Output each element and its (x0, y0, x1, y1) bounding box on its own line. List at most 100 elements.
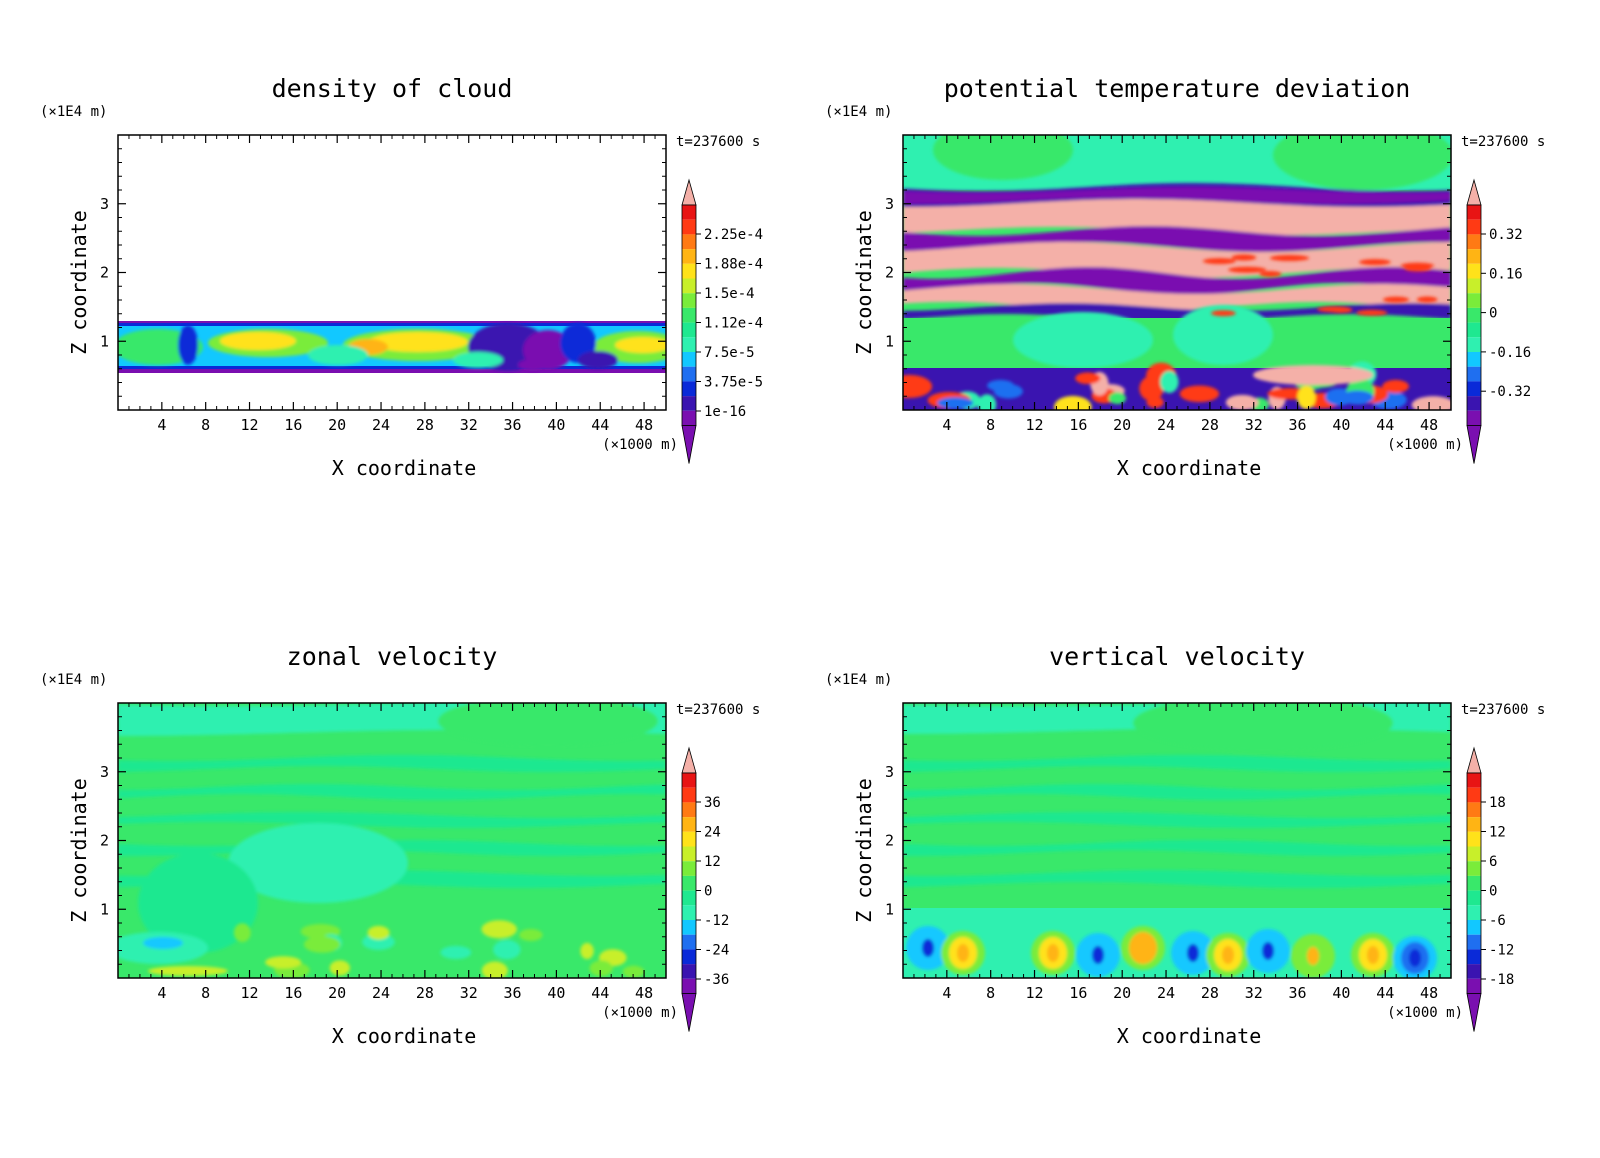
colorbar-segment (1467, 861, 1481, 876)
x-tick-label: 32 (460, 416, 478, 434)
colorbar-label: -12 (1489, 943, 1514, 959)
colorbar-segment (1467, 337, 1481, 352)
time-label: t=237600 s (1461, 702, 1545, 718)
contour-blob (1013, 312, 1153, 368)
colorbar-label: 12 (1489, 825, 1506, 841)
contour-blob (977, 394, 997, 410)
x-tick-label: 20 (328, 984, 346, 1002)
chart-title: vertical velocity (1049, 642, 1305, 671)
colorbar-segment (1467, 817, 1481, 832)
colorbar-label: -0.32 (1489, 384, 1531, 400)
x-tick-label: 28 (1201, 416, 1219, 434)
x-tick-label: 28 (1201, 984, 1219, 1002)
contour-blob (1231, 254, 1257, 261)
colorbar-segment (682, 381, 696, 397)
contour-blob (178, 325, 198, 365)
contour-blob (1367, 946, 1379, 964)
colorbar-segment (682, 890, 696, 906)
colorbar-segment (682, 293, 696, 308)
contour-blob (1228, 266, 1267, 273)
contour-blob (1409, 949, 1421, 967)
contour-blob (329, 960, 351, 976)
chart-title: density of cloud (272, 74, 513, 103)
contour-blob (308, 345, 368, 365)
contour-group (118, 703, 666, 964)
contour-blob (1269, 255, 1310, 262)
contour-blob (1146, 396, 1164, 408)
y-axis-title: Z coordinate (852, 778, 876, 923)
colorbar-segment (682, 787, 696, 803)
contour-blob (580, 942, 594, 960)
chart-panel-u: zonal velocity(×1E4 m)t=237600 s4 8 12 16 20… (40, 642, 760, 1048)
colorbar-segment (682, 846, 696, 862)
x-tick-label: 24 (372, 984, 390, 1002)
contour-field (903, 135, 1451, 410)
contour-blob (589, 960, 613, 977)
colorbar-segment (682, 366, 696, 382)
y-tick-label: 2 (100, 264, 109, 282)
colorbar-segment (682, 307, 696, 323)
x-tick-label: 4 (157, 416, 166, 434)
contour-blob (1053, 395, 1092, 410)
y-tick-label: 2 (100, 832, 109, 850)
colorbar-segment (1467, 890, 1481, 906)
colorbar-segment (1467, 366, 1481, 382)
y-unit-label: (×1E4 m) (825, 104, 892, 120)
chart-panel-theta: potential temperature deviation (×1E4 m) t… (825, 74, 1545, 480)
y-tick-label: 1 (100, 332, 109, 350)
contour-blob (1404, 265, 1431, 272)
contour-blob (265, 956, 302, 969)
y-axis-title: Z coordinate (67, 210, 91, 355)
contour-blob (143, 937, 183, 949)
colorbar-segment (682, 234, 696, 250)
contour-band (118, 784, 666, 800)
time-label: t=237600 s (1461, 134, 1545, 150)
colorbar-segment (1467, 773, 1481, 788)
chart-panel-w: vertical velocity(×1E4 m)t=237600 s4 8 12 1… (825, 642, 1545, 1048)
x-tick-label: 16 (284, 984, 302, 1002)
chart-title: potential temperature deviation (944, 74, 1411, 103)
chart-title: zonal velocity (287, 642, 498, 671)
y-unit-label: (×1E4 m) (40, 104, 107, 120)
colorbar-segment (1467, 322, 1481, 338)
contour-blob (438, 703, 658, 746)
contour-blob (1382, 379, 1410, 393)
contour-band (118, 755, 666, 772)
time-label: t=237600 s (676, 134, 760, 150)
contour-group (903, 361, 1451, 410)
colorbar-segment (682, 817, 696, 832)
contour-blob (578, 351, 618, 369)
x-tick-label: 44 (591, 984, 609, 1002)
contour-band (903, 303, 1451, 322)
colorbar-segment (1467, 381, 1481, 397)
colorbar-segment (1467, 278, 1481, 294)
contour-band (903, 242, 1451, 278)
contour-blob (440, 945, 472, 960)
contour-band (118, 812, 666, 828)
x-tick-label: 16 (284, 416, 302, 434)
x-tick-label: 20 (328, 416, 346, 434)
colorbar-label: 0.16 (1489, 266, 1523, 282)
x-tick-label: 40 (1332, 416, 1350, 434)
x-tick-label: 16 (1069, 416, 1087, 434)
colorbar-top-arrow (1466, 178, 1482, 206)
colorbar-segment (1467, 949, 1481, 965)
contour-band (903, 226, 1451, 252)
colorbar-label: 0 (1489, 306, 1497, 322)
colorbar-top-arrow (1466, 746, 1482, 774)
contour-blob (233, 923, 251, 943)
colorbar-label: 12 (704, 854, 721, 870)
x-tick-label: 8 (986, 416, 995, 434)
contour-blob (148, 966, 228, 976)
contour-blob (1382, 296, 1410, 303)
contour-blob (1092, 946, 1104, 964)
contour-band (903, 267, 1451, 295)
contour-blob (1075, 372, 1101, 385)
y-unit-label: (×1E4 m) (40, 672, 107, 688)
colorbar-segment (1467, 219, 1481, 235)
contour-band (903, 187, 1451, 204)
colorbar-segment (1467, 802, 1481, 818)
x-tick-label: 12 (240, 984, 258, 1002)
colorbar-label: 18 (1489, 795, 1506, 811)
colorbar-segment (1467, 787, 1481, 803)
